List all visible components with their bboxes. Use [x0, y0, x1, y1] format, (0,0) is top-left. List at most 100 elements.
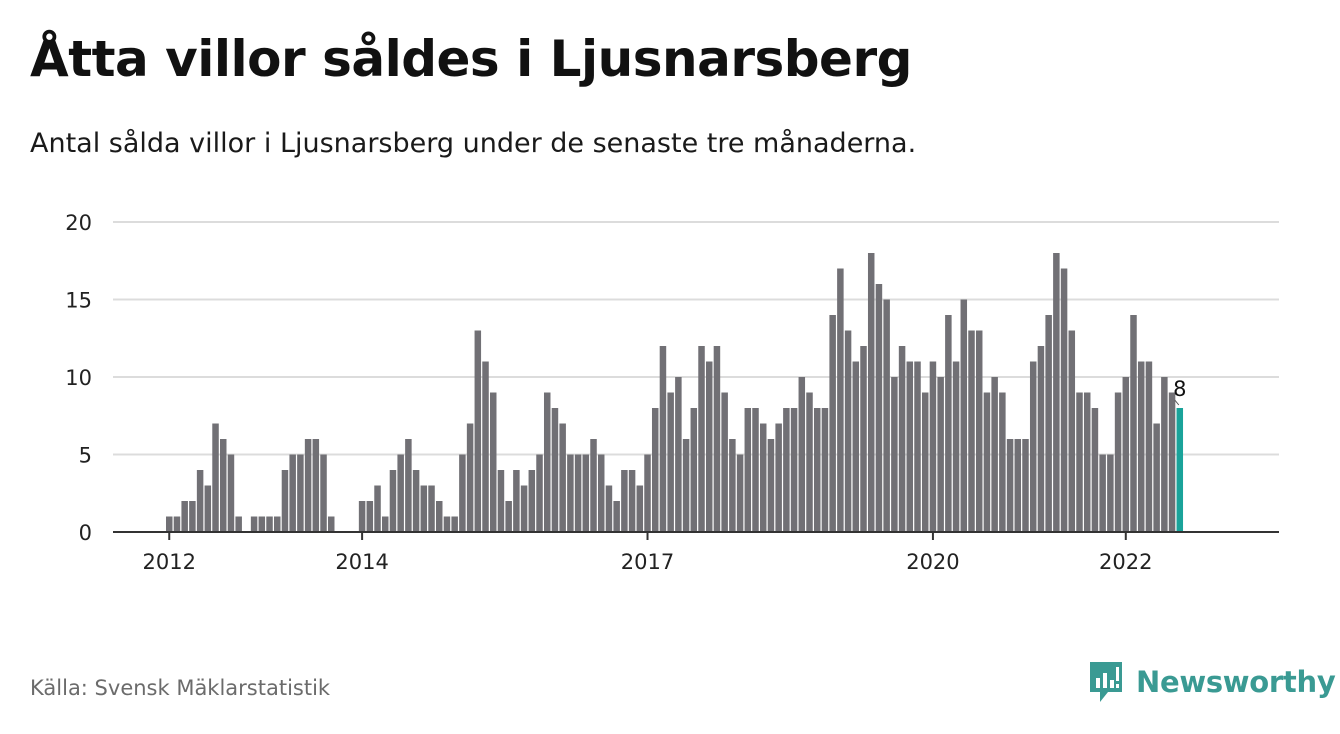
y-tick-label: 5 — [79, 444, 92, 468]
bar — [1037, 346, 1045, 532]
bar — [759, 423, 767, 532]
bar — [999, 392, 1006, 532]
bar — [389, 470, 397, 532]
bar — [613, 501, 620, 532]
bar — [459, 454, 466, 532]
bar — [428, 485, 435, 532]
bar — [451, 516, 458, 532]
bar — [212, 423, 219, 532]
bar — [420, 485, 428, 532]
bar — [567, 454, 574, 532]
bar — [675, 377, 682, 532]
bars: 8 — [166, 253, 1186, 532]
bar — [320, 454, 327, 532]
bar — [412, 470, 420, 532]
bar — [829, 315, 836, 532]
bar — [358, 501, 366, 532]
bar — [1006, 439, 1014, 532]
bar — [405, 439, 412, 532]
bar — [474, 330, 482, 532]
bar — [736, 454, 744, 532]
bar — [605, 485, 613, 532]
bar — [505, 501, 512, 532]
bar — [667, 392, 674, 532]
bar — [297, 454, 304, 532]
newsworthy-logo-icon — [1090, 662, 1122, 702]
bar — [628, 470, 636, 532]
bar — [520, 485, 528, 532]
bar — [991, 377, 998, 532]
bar — [968, 330, 975, 532]
bar — [274, 516, 281, 532]
bar — [775, 423, 782, 532]
bar — [173, 516, 181, 532]
bar — [443, 516, 451, 532]
bar — [196, 470, 204, 532]
bar — [1107, 454, 1114, 532]
bar — [327, 516, 335, 532]
bar — [1130, 315, 1137, 532]
bar — [1168, 392, 1176, 532]
bar — [983, 392, 991, 532]
bar — [366, 501, 374, 532]
highlighted-bar — [1176, 408, 1184, 532]
y-tick-label: 20 — [65, 211, 92, 235]
bar — [952, 361, 960, 532]
bar — [536, 454, 543, 532]
bar — [189, 501, 196, 532]
y-tick-label: 10 — [65, 366, 92, 390]
bar — [1122, 377, 1130, 532]
bar — [744, 408, 752, 532]
x-tick-label: 2017 — [621, 550, 674, 574]
y-tick-label: 15 — [65, 289, 92, 313]
bar — [867, 253, 875, 532]
bar-chart: 0 5 10 15 20 8 2012 2014 2017 2020 2022 — [65, 211, 1279, 574]
bar — [204, 485, 212, 532]
x-tick-label: 2014 — [335, 550, 388, 574]
x-tick-label: 2022 — [1099, 550, 1152, 574]
bar — [752, 408, 759, 532]
bar — [636, 485, 644, 532]
bar — [1076, 392, 1083, 532]
bar — [705, 361, 713, 532]
bar — [1068, 330, 1076, 532]
bar — [590, 439, 597, 532]
bar — [181, 501, 188, 532]
bar — [381, 516, 389, 532]
bar — [397, 454, 404, 532]
bar — [374, 485, 381, 532]
bar — [960, 299, 968, 532]
bar — [1045, 315, 1052, 532]
bar — [698, 346, 705, 532]
bar — [551, 408, 559, 532]
bar — [1053, 253, 1060, 532]
last-value-connector — [1174, 399, 1180, 406]
bar — [1153, 423, 1160, 532]
bar — [220, 439, 227, 532]
chart-title: Åtta villor såldes i Ljusnarsberg — [30, 30, 912, 88]
bar — [906, 361, 914, 532]
logo-text: Newsworthy — [1136, 665, 1336, 699]
last-value-label: 8 — [1173, 377, 1186, 401]
bar — [798, 377, 806, 532]
bar — [574, 454, 582, 532]
bar — [914, 361, 921, 532]
bar — [258, 516, 266, 532]
newsworthy-logo: Newsworthy — [1088, 660, 1336, 704]
bar — [860, 346, 867, 532]
bar — [497, 470, 505, 532]
bar — [482, 361, 489, 532]
bar — [1145, 361, 1153, 532]
bar — [289, 454, 296, 532]
source-note: Källa: Svensk Mäklarstatistik — [30, 676, 331, 700]
bar — [852, 361, 860, 532]
x-tick-label: 2012 — [143, 550, 196, 574]
bar — [651, 408, 659, 532]
bar — [682, 439, 690, 532]
bar — [435, 501, 443, 532]
bar — [513, 470, 520, 532]
bar — [166, 516, 173, 532]
bar — [304, 439, 312, 532]
bar — [466, 423, 474, 532]
bar — [883, 299, 890, 532]
